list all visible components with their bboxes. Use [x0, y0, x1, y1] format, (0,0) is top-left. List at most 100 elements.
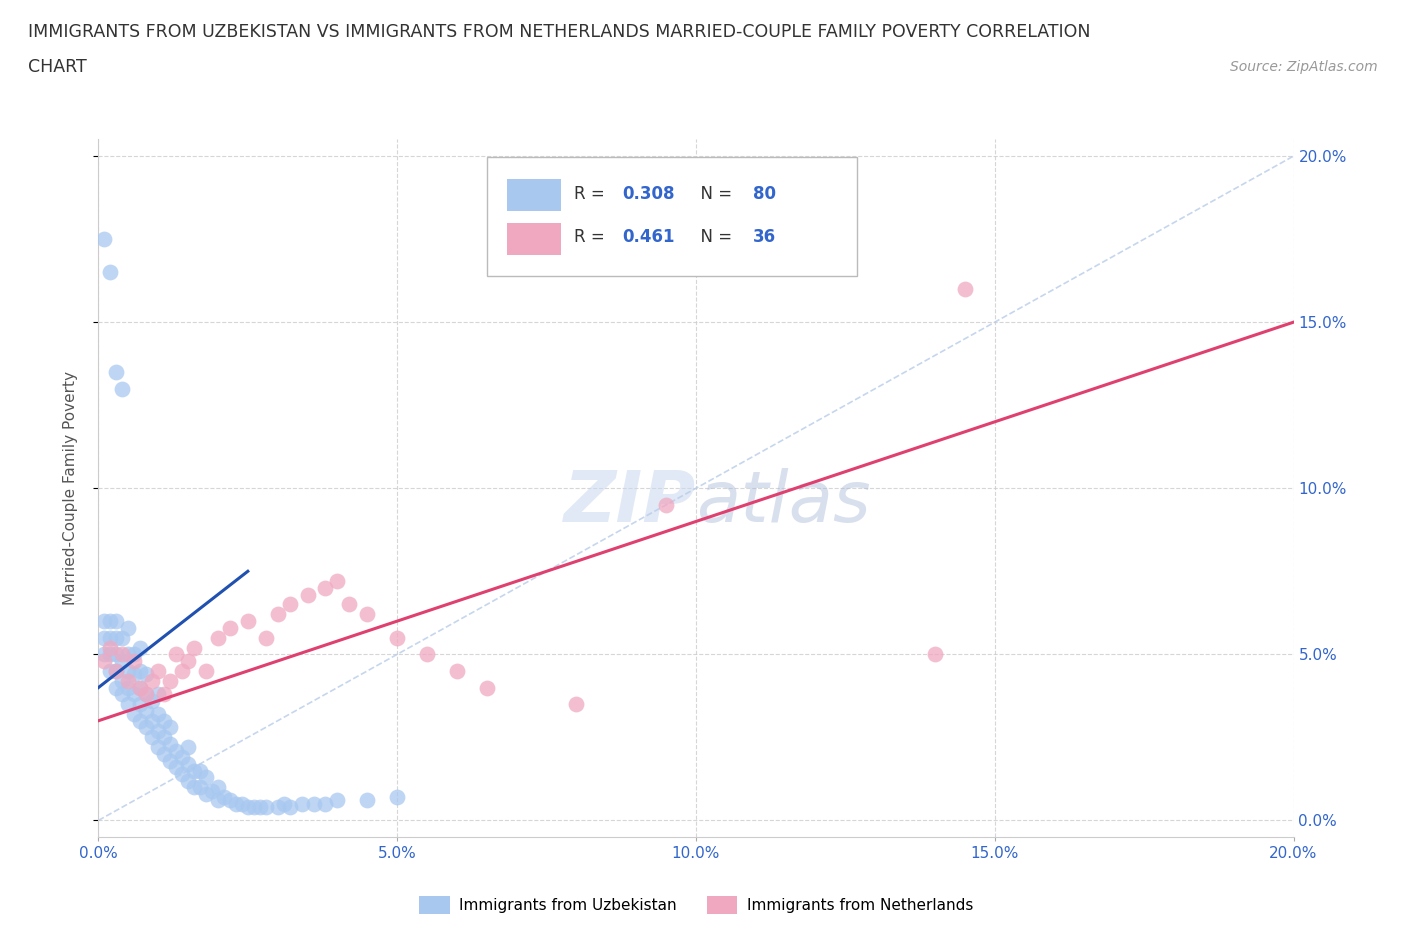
- Point: [105, 680, 128, 695]
- Point: [159, 673, 181, 688]
- Point: [207, 779, 229, 794]
- Point: [153, 747, 176, 762]
- Point: [100, 631, 122, 645]
- Point: [129, 640, 152, 655]
- Text: R =: R =: [574, 185, 610, 203]
- Point: [100, 265, 122, 280]
- Point: [153, 730, 176, 745]
- Point: [93, 647, 115, 662]
- Point: [165, 760, 187, 775]
- Point: [183, 779, 205, 794]
- Text: 80: 80: [754, 185, 776, 203]
- Point: [100, 663, 122, 678]
- Point: [326, 793, 349, 808]
- Point: [177, 756, 200, 771]
- Point: [105, 365, 128, 379]
- Point: [243, 800, 266, 815]
- Point: [302, 796, 325, 811]
- Point: [135, 667, 157, 682]
- Point: [326, 574, 349, 589]
- Point: [278, 800, 301, 815]
- Point: [105, 631, 128, 645]
- Point: [188, 764, 211, 778]
- Point: [105, 614, 128, 629]
- FancyBboxPatch shape: [508, 179, 561, 211]
- Point: [565, 697, 588, 711]
- Point: [254, 800, 277, 815]
- Legend: Immigrants from Uzbekistan, Immigrants from Netherlands: Immigrants from Uzbekistan, Immigrants f…: [413, 890, 979, 920]
- Point: [195, 787, 218, 802]
- Point: [124, 686, 146, 701]
- Point: [188, 779, 211, 794]
- Point: [416, 647, 439, 662]
- Text: atlas: atlas: [696, 468, 870, 537]
- Point: [207, 631, 229, 645]
- Text: 36: 36: [754, 228, 776, 246]
- Point: [212, 790, 235, 804]
- Point: [225, 796, 247, 811]
- Point: [129, 713, 152, 728]
- Text: R =: R =: [574, 228, 610, 246]
- FancyBboxPatch shape: [508, 223, 561, 255]
- Point: [446, 663, 468, 678]
- Point: [172, 766, 194, 781]
- Point: [385, 631, 409, 645]
- Point: [105, 663, 128, 678]
- Point: [111, 631, 134, 645]
- Point: [172, 663, 194, 678]
- Point: [219, 793, 242, 808]
- Text: 0.461: 0.461: [621, 228, 675, 246]
- Point: [117, 673, 139, 688]
- Point: [254, 631, 277, 645]
- Point: [100, 640, 122, 655]
- Point: [100, 614, 122, 629]
- Point: [315, 796, 337, 811]
- Point: [148, 740, 170, 755]
- Point: [148, 707, 170, 722]
- Point: [105, 663, 128, 678]
- Point: [135, 703, 157, 718]
- Point: [129, 697, 152, 711]
- Point: [356, 793, 378, 808]
- Text: CHART: CHART: [28, 58, 87, 75]
- Point: [231, 796, 253, 811]
- Text: 0.308: 0.308: [621, 185, 675, 203]
- Point: [93, 654, 115, 669]
- Point: [148, 663, 170, 678]
- Point: [93, 232, 115, 246]
- Point: [159, 720, 181, 735]
- Point: [129, 663, 152, 678]
- Point: [129, 680, 152, 695]
- Point: [129, 680, 152, 695]
- Point: [141, 673, 163, 688]
- Point: [117, 680, 139, 695]
- Point: [165, 743, 187, 758]
- Text: N =: N =: [690, 228, 737, 246]
- Point: [141, 730, 163, 745]
- Point: [111, 381, 134, 396]
- Text: IMMIGRANTS FROM UZBEKISTAN VS IMMIGRANTS FROM NETHERLANDS MARRIED-COUPLE FAMILY : IMMIGRANTS FROM UZBEKISTAN VS IMMIGRANTS…: [28, 23, 1091, 41]
- Point: [291, 796, 314, 811]
- Point: [124, 654, 146, 669]
- Point: [177, 740, 200, 755]
- Point: [148, 724, 170, 738]
- Text: ZIP: ZIP: [564, 468, 696, 537]
- Point: [924, 647, 946, 662]
- Point: [297, 587, 319, 602]
- Point: [153, 686, 176, 701]
- Text: N =: N =: [690, 185, 737, 203]
- Point: [141, 713, 163, 728]
- Point: [135, 720, 157, 735]
- Point: [100, 647, 122, 662]
- Point: [236, 614, 259, 629]
- Point: [315, 580, 337, 595]
- FancyBboxPatch shape: [486, 157, 858, 275]
- Point: [201, 783, 224, 798]
- Point: [219, 620, 242, 635]
- Point: [273, 796, 295, 811]
- Point: [111, 654, 134, 669]
- Point: [172, 750, 194, 764]
- Point: [339, 597, 360, 612]
- Point: [183, 640, 205, 655]
- Point: [153, 713, 176, 728]
